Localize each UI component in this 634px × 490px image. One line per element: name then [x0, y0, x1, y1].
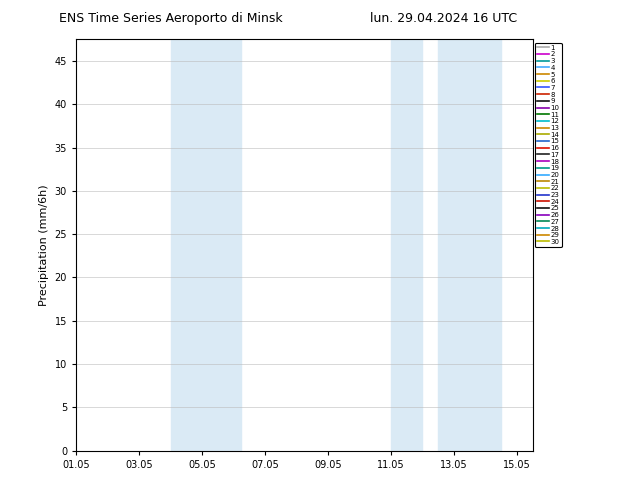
Bar	[391, 39, 422, 451]
Legend: 1, 2, 3, 4, 5, 6, 7, 8, 9, 10, 11, 12, 13, 14, 15, 16, 17, 18, 19, 20, 21, 22, 2: 1, 2, 3, 4, 5, 6, 7, 8, 9, 10, 11, 12, 1…	[534, 43, 562, 247]
Text: lun. 29.04.2024 16 UTC: lun. 29.04.2024 16 UTC	[370, 12, 517, 25]
Y-axis label: Precipitation (mm/6h): Precipitation (mm/6h)	[39, 184, 49, 306]
Bar	[217, 39, 242, 451]
Text: ENS Time Series Aeroporto di Minsk: ENS Time Series Aeroporto di Minsk	[60, 12, 283, 25]
Bar	[171, 39, 217, 451]
Bar	[438, 39, 501, 451]
